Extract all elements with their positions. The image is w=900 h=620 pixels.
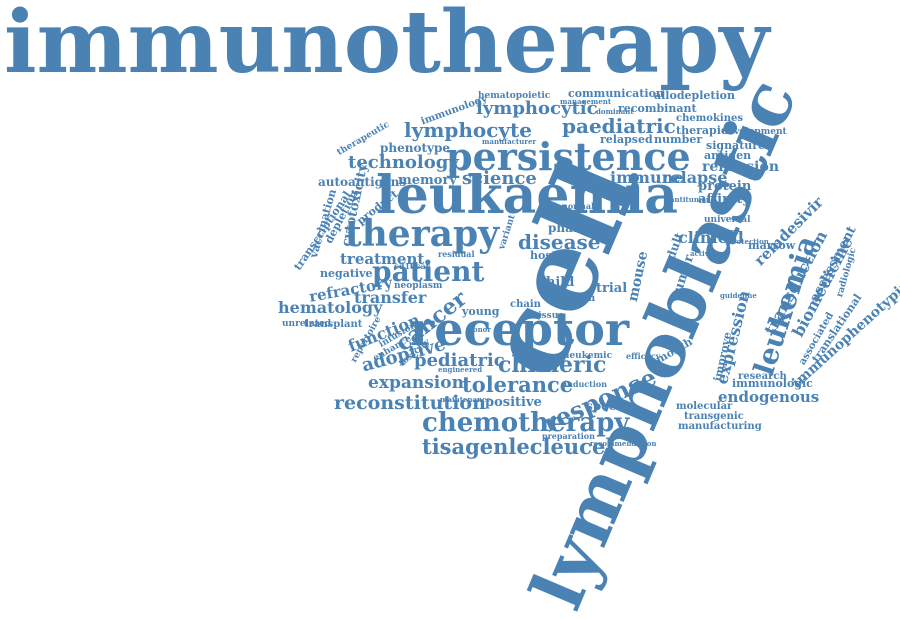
word-neoplasm: neoplasm [394,281,443,291]
word-autoantigens: autoantigens [318,175,407,189]
word-marrow: marrow [748,239,796,252]
word-antitumor: antitumor [670,195,710,204]
word-persistence: persistence [446,134,691,179]
word-manufacturing: manufacturing [678,421,762,432]
word-maintenance: maintenance [440,395,491,404]
word-signature: signature [706,139,766,152]
word-immunologic: immunologic [732,377,813,390]
word-negative: negative [320,267,373,280]
word-treatment: treatment [340,250,425,268]
word-leukaemia: leukaemia [376,165,678,226]
word-recommendation: recommendation [590,439,657,448]
word-chemokines: chemokines [676,113,743,124]
word-endogenous: endogenous [718,388,820,406]
word-therapies: therapies [676,124,735,137]
word-paediatric: paediatric [562,114,676,138]
word-remission: remission [702,159,780,175]
word-antigen: antigen [704,149,752,162]
word-leukemic: leukemic [566,351,613,361]
word-preparation: preparation [542,431,595,441]
word-disease: disease [518,230,601,254]
word-patient: patient [372,255,485,288]
word-young: young [462,305,500,318]
word-tissue: tissue [534,311,564,321]
word-lymphocyte: lymphocyte [404,118,533,142]
word-pediatric: pediatric [414,350,505,371]
word-molecular: molecular [676,401,733,412]
word-lymphocytic: lymphocytic [476,98,598,119]
word-host: host [530,249,557,262]
word-hematopoietic: hematopoietic [478,91,551,101]
word-science: science [462,168,537,189]
word-affinity: affinity [698,192,750,207]
word-residual: residual [438,249,475,259]
word-number: number [654,133,703,146]
word-syndrome: syndrome [702,227,741,236]
word-research: research [738,371,787,382]
word-reconstitution: reconstitution [334,392,486,414]
word-cd19car: cd19car [394,261,430,271]
word-tisagenlecleucel: tisagenlecleucel [422,434,614,459]
word-positive: positive [485,395,542,410]
word-relapse: relapse [662,168,728,187]
word-management: management [560,97,612,106]
word-transgenic: transgenic [684,411,744,422]
word-allodepletion: allodepletion [654,89,735,102]
word-communication: communication [568,87,664,100]
word-trial: trial [596,281,628,296]
word-stem: stem [568,293,596,304]
word-therapy: therapy [345,213,500,255]
word-chain: chain [510,299,541,310]
word-child: child [538,275,575,290]
word-dominant: dominant [596,107,634,116]
word-engineered: engineered [438,365,483,374]
word-cloud: immunotherapy lymphoblastic cell recepto… [4,0,900,620]
word-recombinant: recombinant [618,102,697,115]
word-receptor: receptor [410,302,630,356]
word-normal: normal [562,201,595,211]
word-donor: donor [468,325,492,334]
word-development: development [722,127,787,137]
word-unrelated: unrelated [282,319,331,329]
word-clinical: clinical [678,228,744,247]
word-chemotherapy: chemotherapy [422,408,630,438]
word-memory: memory [398,173,457,188]
word-universal: universal [704,215,751,225]
word-phenotype: phenotype [380,141,451,155]
word-tolerance: tolerance [462,372,574,397]
word-protein: protein [698,179,752,194]
word-expansion: expansion [368,373,464,393]
word-manufacturer: manufacturer [482,137,537,146]
word-guideline: guideline [720,291,757,300]
word-chimeric: chimeric [498,352,607,378]
word-specific: specific [586,399,637,413]
word-transplant: transplant [304,319,363,330]
word-induction: induction [564,379,608,389]
word-immune: immune [610,168,684,187]
word-phase: phase [548,221,588,235]
word-graft: graft [542,289,570,300]
word-relapsed: relapsed [600,133,653,146]
word-efficacy: efficacy [626,351,661,361]
word-hematology: hematology [278,298,383,317]
word-activity: activity [690,249,719,258]
word-immunotherapy: immunotherapy [4,0,770,93]
word-technology: technology [348,152,459,173]
word-protection: protection [728,237,769,246]
word-transfer: transfer [354,288,427,307]
